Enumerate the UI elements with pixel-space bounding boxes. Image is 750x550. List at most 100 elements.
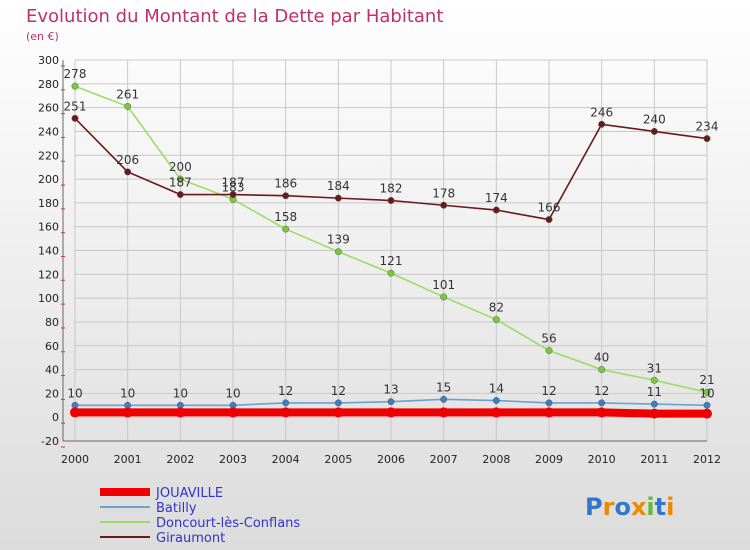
logo-letter: o [614, 493, 631, 521]
legend-label: JOUAVILLE [155, 486, 223, 501]
data-label: 187 [222, 176, 245, 190]
logo-letter: i [666, 493, 674, 521]
data-label: 174 [485, 191, 508, 205]
data-point [596, 407, 607, 418]
data-point [282, 192, 290, 200]
data-label: 15 [436, 380, 451, 394]
y-tick-label: 140 [38, 245, 59, 258]
x-tick-label: 2004 [272, 453, 300, 466]
data-point [176, 175, 184, 183]
data-point [440, 395, 448, 403]
data-point [491, 407, 502, 418]
logo-letter: P [585, 493, 603, 521]
data-point [124, 168, 132, 176]
data-point [228, 407, 238, 418]
data-point [387, 269, 395, 277]
legend-label: Doncourt-lès-Conflans [156, 516, 300, 531]
data-label: 10 [173, 386, 188, 400]
series-layer [70, 82, 712, 419]
data-point [598, 399, 606, 407]
x-tick-label: 2011 [640, 453, 668, 466]
data-point [333, 407, 344, 418]
x-tick-label: 2006 [377, 453, 405, 466]
y-tick-label: 100 [38, 292, 59, 305]
data-point [71, 82, 79, 90]
data-point [492, 316, 500, 324]
x-tick-label: 2008 [482, 453, 510, 466]
x-tick-label: 2010 [588, 453, 616, 466]
data-label: 184 [327, 179, 350, 193]
y-tick-label: 80 [45, 316, 59, 329]
x-tick-label: 2002 [166, 453, 194, 466]
logo-letter: i [646, 493, 654, 521]
data-point [492, 206, 500, 214]
data-label: 14 [489, 382, 504, 396]
proxiti-logo: Proxiti [585, 493, 674, 521]
data-label: 21 [699, 373, 714, 387]
data-label: 251 [64, 99, 87, 113]
data-point [545, 399, 553, 407]
data-point [650, 376, 658, 384]
data-label: 278 [64, 67, 87, 81]
data-label: 13 [383, 383, 398, 397]
data-label: 200 [169, 160, 192, 174]
data-label: 240 [643, 112, 666, 126]
y-tick-label: -20 [41, 435, 59, 448]
axes: -20 0 20 40 60 80 100 120 140 160 180 200 220 240 260 2… [38, 54, 721, 466]
data-label: 261 [116, 87, 139, 101]
data-point [702, 408, 712, 419]
y-tick-label: 200 [38, 173, 59, 186]
data-labels: 2782612001831581391211018256403121251206… [64, 67, 719, 400]
x-tick-label: 2000 [61, 453, 89, 466]
y-tick-label: 60 [45, 340, 59, 353]
y-tick-label: 0 [52, 411, 59, 424]
data-label: 31 [647, 361, 662, 375]
x-tick-label: 2009 [535, 453, 563, 466]
data-point [650, 400, 658, 408]
y-tick-label: 280 [38, 78, 59, 91]
data-point [438, 407, 449, 418]
data-point [703, 135, 711, 143]
data-point [492, 397, 500, 404]
x-tick-label: 2003 [219, 453, 247, 466]
y-tick-label: 120 [38, 268, 59, 281]
data-label: 121 [380, 254, 403, 268]
data-point [649, 408, 660, 419]
data-point [70, 407, 80, 418]
data-point [176, 191, 184, 198]
data-point [280, 407, 291, 418]
data-point [334, 248, 342, 256]
chart-title: Evolution du Montant de la Dette par Hab… [26, 6, 443, 27]
data-point [387, 197, 395, 204]
data-label: 12 [541, 384, 556, 398]
data-point [334, 399, 342, 407]
data-label: 82 [489, 301, 504, 315]
y-tick-label: 20 [45, 387, 59, 400]
data-point [440, 293, 448, 301]
x-tick-label: 2005 [324, 453, 352, 466]
data-point [387, 398, 395, 406]
data-label: 10 [699, 386, 714, 400]
legend-label: Batilly [156, 501, 197, 516]
data-label: 166 [538, 201, 561, 215]
legend-label: Giraumont [156, 531, 225, 546]
data-point [598, 366, 606, 374]
data-label: 187 [169, 176, 192, 190]
y-tick-label: 180 [38, 197, 59, 210]
data-label: 10 [120, 386, 135, 400]
y-tick-label: 300 [38, 54, 59, 67]
data-label: 246 [590, 105, 613, 119]
data-point [545, 216, 553, 223]
data-label: 56 [541, 332, 556, 346]
data-label: 206 [116, 153, 139, 167]
data-point [282, 225, 290, 233]
x-tick-label: 2012 [693, 453, 721, 466]
legend: JOUAVILLEBatillyDoncourt-lès-ConflansGir… [100, 486, 300, 546]
data-point [175, 407, 186, 418]
data-label: 12 [594, 384, 609, 398]
y-tick-label: 160 [38, 221, 59, 234]
data-point [703, 388, 711, 396]
